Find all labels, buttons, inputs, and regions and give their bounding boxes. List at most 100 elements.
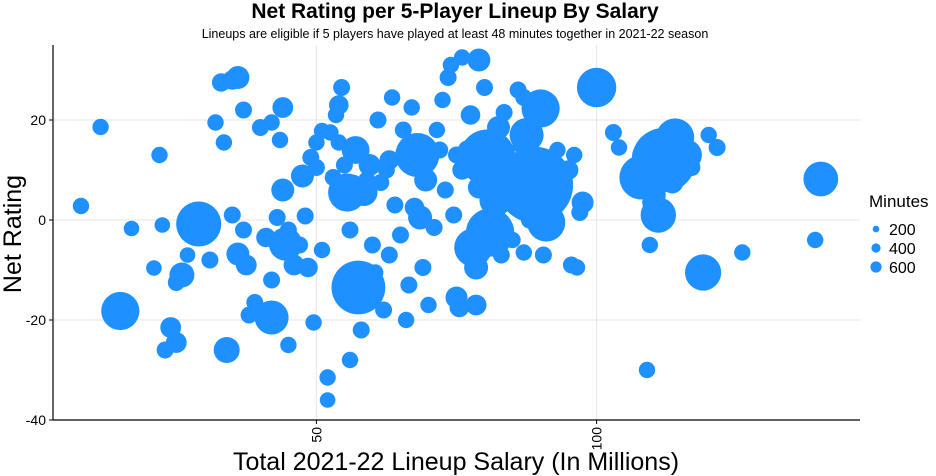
data-point [453,49,471,66]
data-point [685,254,722,291]
data-point [272,97,294,118]
data-point [380,246,398,264]
data-point [165,332,187,353]
x-tick-label: 50 [308,427,324,443]
data-point [379,150,400,170]
data-point [263,271,281,289]
data-point [521,89,560,128]
y-tick-label: -40 [26,412,46,428]
data-point [638,361,656,379]
data-point [298,257,318,278]
data-point [549,141,566,159]
data-point [610,139,628,156]
data-point [708,139,726,156]
data-point [123,220,140,237]
data-point [375,301,393,319]
data-point [420,296,437,314]
data-point [495,104,513,121]
data-point [640,197,676,233]
data-point [425,219,443,236]
data-point [235,101,252,119]
data-point [263,114,280,131]
data-point [466,208,515,257]
data-point [641,236,658,254]
data-point [558,160,579,180]
y-axis-label: Net Rating [0,175,27,293]
data-point [807,231,824,249]
data-point [271,131,289,149]
data-point [279,221,297,239]
data-point [280,336,297,354]
data-point [319,392,336,408]
data-point [92,118,109,136]
data-point [683,159,701,176]
data-point [307,159,325,176]
data-point [290,164,314,188]
data-point [504,231,521,249]
data-point [568,259,586,276]
data-point [386,196,404,214]
data-point [515,244,532,261]
data-point [403,99,420,116]
data-point [296,207,314,225]
data-point [394,121,412,139]
data-point [604,124,622,141]
data-point [467,48,491,72]
data-point [571,191,594,214]
data-point [201,251,219,269]
data-point [803,161,839,197]
data-point [445,206,463,224]
data-point [383,89,401,106]
data-point [341,221,359,239]
data-point [543,156,560,174]
legend-label: 400 [889,241,916,258]
data-point [428,121,446,139]
data-point [414,259,432,276]
data-point [363,236,381,254]
data-point [483,160,503,180]
data-point [352,321,370,339]
data-point [319,369,336,386]
data-point [527,203,566,242]
data-point [151,146,168,164]
data-point [215,134,233,151]
data-point [72,197,90,215]
data-point [179,247,196,263]
data-point [254,300,289,335]
data-point [392,226,409,244]
data-point [271,178,295,202]
legend-key [872,225,880,233]
data-point [700,126,717,144]
chart-subtitle: Lineups are eligible if 5 players have p… [201,27,709,41]
legend-title: Minutes [869,192,929,211]
data-point [661,171,684,194]
data-point [492,246,510,264]
data-point [534,246,552,264]
data-point [154,217,171,233]
data-point [431,141,449,159]
data-point [207,114,224,131]
legend-key [871,243,881,253]
data-point [436,181,454,199]
data-point [291,236,309,254]
data-point [226,66,250,89]
data-point [268,209,286,226]
data-points [72,48,839,408]
legend-label: 200 [889,222,916,239]
data-point [329,95,349,115]
data-point [369,111,387,129]
legend-entries: 200 400 600 [870,222,916,277]
data-point [358,154,381,176]
data-point [566,146,583,164]
data-point [146,260,162,276]
data-point [397,311,415,329]
data-point [333,79,351,96]
x-tick-label: 100 [589,427,605,451]
data-point [169,262,195,288]
data-point [367,264,384,281]
data-point [414,168,438,192]
chart-title: Net Rating per 5-Player Lineup By Salary [251,0,659,23]
legend-key [870,261,882,273]
data-point [434,91,451,109]
